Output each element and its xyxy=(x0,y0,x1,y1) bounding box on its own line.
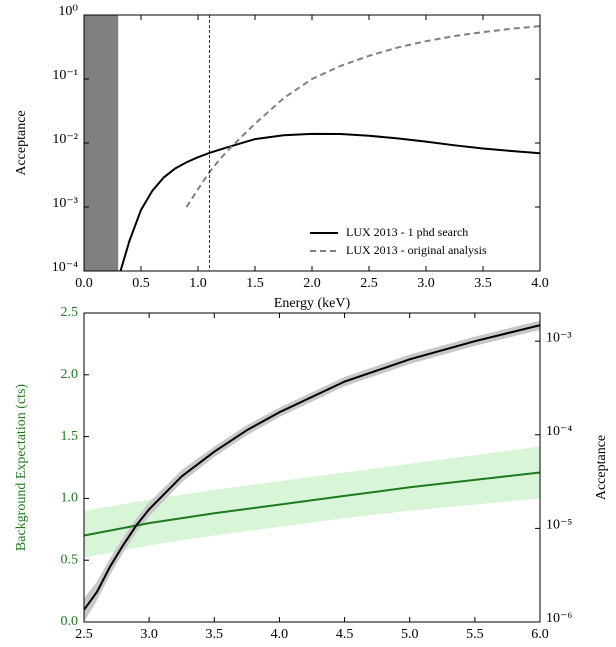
x-tick-label: 0.5 xyxy=(132,276,150,291)
data-line xyxy=(84,471,540,537)
x-tick-label: 3.5 xyxy=(206,627,224,642)
x-tick-label: 3.0 xyxy=(417,276,435,291)
x-tick-label: 1.0 xyxy=(189,276,207,291)
x-tick-label: 5.0 xyxy=(401,627,419,642)
x-tick-label: 6.0 xyxy=(531,627,549,642)
y-tick-label: 2.0 xyxy=(61,367,79,382)
y2-axis-label: Acceptance xyxy=(594,435,609,500)
y-tick-label: 10⁻⁴ xyxy=(52,260,78,275)
legend: LUX 2013 - 1 phd search LUX 2013 - origin… xyxy=(310,225,487,257)
y-tick-label: 2.5 xyxy=(61,305,79,320)
x-tick-label: 3.5 xyxy=(474,276,492,291)
uncertainty-band xyxy=(84,446,540,558)
y-axis-label: Acceptance xyxy=(14,110,29,175)
x-tick-label: 2.0 xyxy=(303,276,321,291)
x-tick-label: 4.0 xyxy=(271,627,289,642)
x-tick-label: 2.5 xyxy=(360,276,378,291)
y-tick-label: 10⁻¹ xyxy=(52,68,78,83)
y-tick-label: 10⁰ xyxy=(58,4,78,19)
x-tick-label: 3.0 xyxy=(140,627,158,642)
data-line xyxy=(119,132,540,271)
data-line xyxy=(185,25,540,208)
axes-frame xyxy=(83,312,541,623)
y2-tick-label: 10⁻⁶ xyxy=(546,611,572,626)
y-tick-label: 1.5 xyxy=(61,429,79,444)
y-axis-label: Background Expectation (cts) xyxy=(14,384,29,552)
y-tick-label: 10⁻² xyxy=(52,132,78,147)
plot-area xyxy=(84,320,540,622)
x-axis-label: Energy (keV) xyxy=(274,296,351,311)
x-tick-label: 5.5 xyxy=(466,627,484,642)
y2-tick-label: 10⁻⁵ xyxy=(546,518,572,533)
x-tick-label: 1.5 xyxy=(246,276,264,291)
y-tick-label: 0.5 xyxy=(61,552,79,567)
legend-label: LUX 2013 - original analysis xyxy=(346,243,487,257)
y-tick-label: 10⁻³ xyxy=(52,196,78,211)
legend-label: LUX 2013 - 1 phd search xyxy=(346,225,468,239)
x-tick-label: 4.5 xyxy=(336,627,354,642)
plot-area xyxy=(84,15,540,271)
y2-tick-label: 10⁻⁴ xyxy=(546,424,572,439)
shaded-region xyxy=(84,15,119,271)
x-tick-label: 4.0 xyxy=(531,276,549,291)
y2-tick-label: 10⁻³ xyxy=(546,330,572,345)
y-tick-label: 0.0 xyxy=(61,614,79,629)
x-tick-label: 0.0 xyxy=(75,276,93,291)
x-tick-label: 2.5 xyxy=(75,627,93,642)
data-line xyxy=(84,324,540,611)
y-tick-label: 1.0 xyxy=(61,491,79,506)
